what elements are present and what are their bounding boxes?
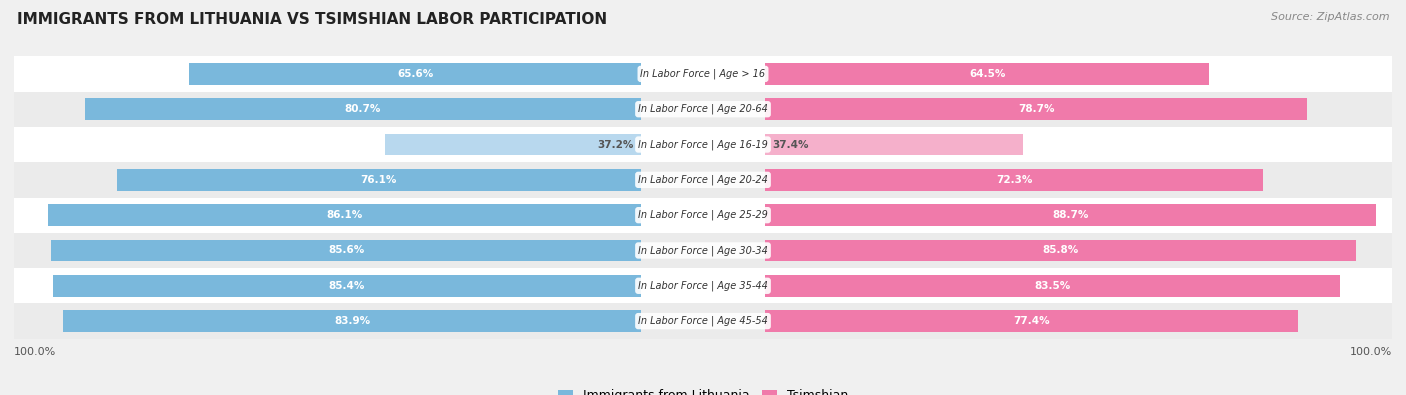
Text: 78.7%: 78.7% bbox=[1018, 104, 1054, 114]
Bar bbox=[14, 162, 1392, 198]
Bar bbox=[14, 303, 1392, 339]
Bar bbox=[63, 310, 641, 332]
Text: 85.6%: 85.6% bbox=[328, 245, 364, 256]
Bar bbox=[14, 92, 1392, 127]
Text: In Labor Force | Age 30-34: In Labor Force | Age 30-34 bbox=[638, 245, 768, 256]
Text: Source: ZipAtlas.com: Source: ZipAtlas.com bbox=[1271, 12, 1389, 22]
Text: 37.2%: 37.2% bbox=[598, 139, 634, 150]
Bar bbox=[765, 63, 1209, 85]
Bar bbox=[765, 169, 1263, 191]
Legend: Immigrants from Lithuania, Tsimshian: Immigrants from Lithuania, Tsimshian bbox=[553, 384, 853, 395]
Bar bbox=[765, 204, 1376, 226]
Bar bbox=[84, 98, 641, 120]
Bar bbox=[385, 134, 641, 156]
Text: 83.5%: 83.5% bbox=[1035, 281, 1071, 291]
Text: 85.4%: 85.4% bbox=[329, 281, 366, 291]
Text: 83.9%: 83.9% bbox=[333, 316, 370, 326]
Bar bbox=[14, 268, 1392, 303]
Text: 80.7%: 80.7% bbox=[344, 104, 381, 114]
Text: 86.1%: 86.1% bbox=[326, 210, 363, 220]
Text: 85.8%: 85.8% bbox=[1042, 245, 1078, 256]
Text: 72.3%: 72.3% bbox=[995, 175, 1032, 185]
Text: In Labor Force | Age 35-44: In Labor Force | Age 35-44 bbox=[638, 280, 768, 291]
Bar bbox=[51, 239, 641, 261]
Bar bbox=[188, 63, 641, 85]
Text: In Labor Force | Age 16-19: In Labor Force | Age 16-19 bbox=[638, 139, 768, 150]
Text: In Labor Force | Age 20-64: In Labor Force | Age 20-64 bbox=[638, 104, 768, 115]
Bar bbox=[765, 98, 1308, 120]
Text: 37.4%: 37.4% bbox=[772, 139, 808, 150]
Text: 100.0%: 100.0% bbox=[1350, 346, 1392, 357]
Text: 88.7%: 88.7% bbox=[1052, 210, 1088, 220]
Text: In Labor Force | Age > 16: In Labor Force | Age > 16 bbox=[641, 69, 765, 79]
Bar bbox=[765, 239, 1357, 261]
Bar bbox=[765, 310, 1298, 332]
Bar bbox=[765, 275, 1340, 297]
Bar bbox=[14, 233, 1392, 268]
Text: 77.4%: 77.4% bbox=[1014, 316, 1050, 326]
Bar bbox=[14, 56, 1392, 92]
Bar bbox=[117, 169, 641, 191]
Bar bbox=[14, 127, 1392, 162]
Text: 100.0%: 100.0% bbox=[14, 346, 56, 357]
Bar bbox=[52, 275, 641, 297]
Bar bbox=[48, 204, 641, 226]
Text: 76.1%: 76.1% bbox=[361, 175, 396, 185]
Text: In Labor Force | Age 25-29: In Labor Force | Age 25-29 bbox=[638, 210, 768, 220]
Text: In Labor Force | Age 20-24: In Labor Force | Age 20-24 bbox=[638, 175, 768, 185]
Text: IMMIGRANTS FROM LITHUANIA VS TSIMSHIAN LABOR PARTICIPATION: IMMIGRANTS FROM LITHUANIA VS TSIMSHIAN L… bbox=[17, 12, 607, 27]
Text: In Labor Force | Age 45-54: In Labor Force | Age 45-54 bbox=[638, 316, 768, 326]
Bar bbox=[765, 134, 1022, 156]
Text: 65.6%: 65.6% bbox=[396, 69, 433, 79]
Bar bbox=[14, 198, 1392, 233]
Text: 64.5%: 64.5% bbox=[969, 69, 1005, 79]
